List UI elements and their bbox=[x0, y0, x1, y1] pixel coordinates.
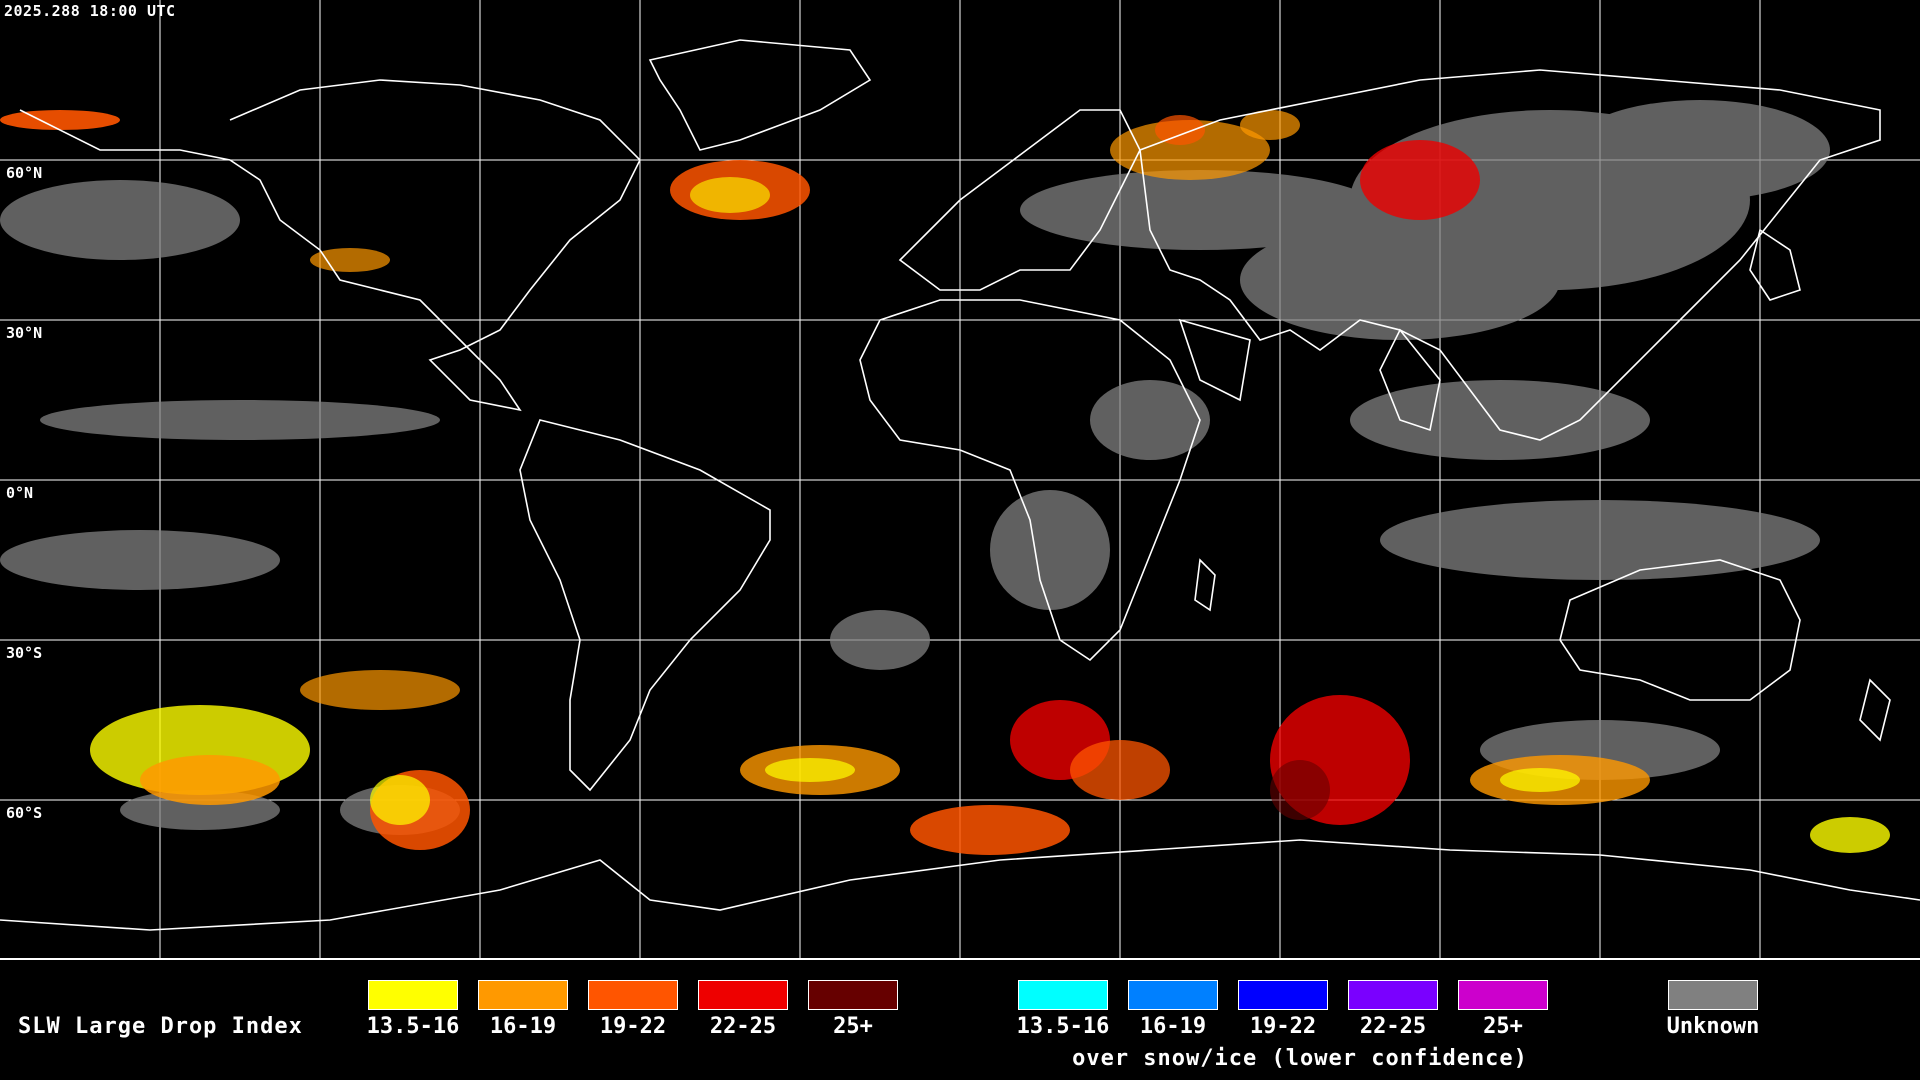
legend-swatch-std-3 bbox=[588, 980, 678, 1010]
legend-swatch-std-4 bbox=[698, 980, 788, 1010]
legend-title: SLW Large Drop Index bbox=[18, 1014, 303, 1039]
legend-label-std-2: 16-19 bbox=[489, 1014, 557, 1039]
lat-label-30n: 30°N bbox=[6, 324, 43, 342]
legend-swatch-std-2 bbox=[478, 980, 568, 1010]
legend-label-std-4: 22-25 bbox=[709, 1014, 777, 1039]
lat-label-0n: 0°N bbox=[6, 484, 34, 502]
lat-label-60s: 60°S bbox=[6, 804, 43, 822]
snow-ice-note: over snow/ice (lower confidence) bbox=[1072, 1046, 1528, 1071]
lat-label-30s: 30°S bbox=[6, 644, 43, 662]
legend-label-snow-2: 16-19 bbox=[1139, 1014, 1207, 1039]
global-map: 2025.288 18:00 UTC 60°N 30°N 0°N 30°S 60… bbox=[0, 0, 1920, 958]
legend-label-snow-4: 22-25 bbox=[1359, 1014, 1427, 1039]
color-legend: SLW Large Drop Index 13.5-16 16-19 19-22… bbox=[0, 958, 1920, 1080]
legend-label-std-5: 25+ bbox=[833, 1014, 873, 1039]
map-canvas bbox=[0, 0, 1920, 958]
legend-swatch-snow-1 bbox=[1018, 980, 1108, 1010]
legend-label-std-3: 19-22 bbox=[599, 1014, 667, 1039]
legend-swatch-snow-3 bbox=[1238, 980, 1328, 1010]
legend-label-std-1: 13.5-16 bbox=[366, 1014, 460, 1039]
legend-label-unknown: Unknown bbox=[1666, 1014, 1760, 1039]
legend-swatch-snow-4 bbox=[1348, 980, 1438, 1010]
legend-swatch-snow-2 bbox=[1128, 980, 1218, 1010]
legend-label-snow-5: 25+ bbox=[1483, 1014, 1523, 1039]
timestamp: 2025.288 18:00 UTC bbox=[4, 2, 176, 20]
legend-label-snow-3: 19-22 bbox=[1249, 1014, 1317, 1039]
lat-label-60n: 60°N bbox=[6, 164, 43, 182]
legend-swatch-unknown bbox=[1668, 980, 1758, 1010]
legend-swatch-std-1 bbox=[368, 980, 458, 1010]
legend-swatch-std-5 bbox=[808, 980, 898, 1010]
legend-swatch-snow-5 bbox=[1458, 980, 1548, 1010]
legend-label-snow-1: 13.5-16 bbox=[1016, 1014, 1110, 1039]
coastlines bbox=[0, 39, 1920, 931]
slw-drop-index-fields bbox=[0, 110, 1890, 855]
